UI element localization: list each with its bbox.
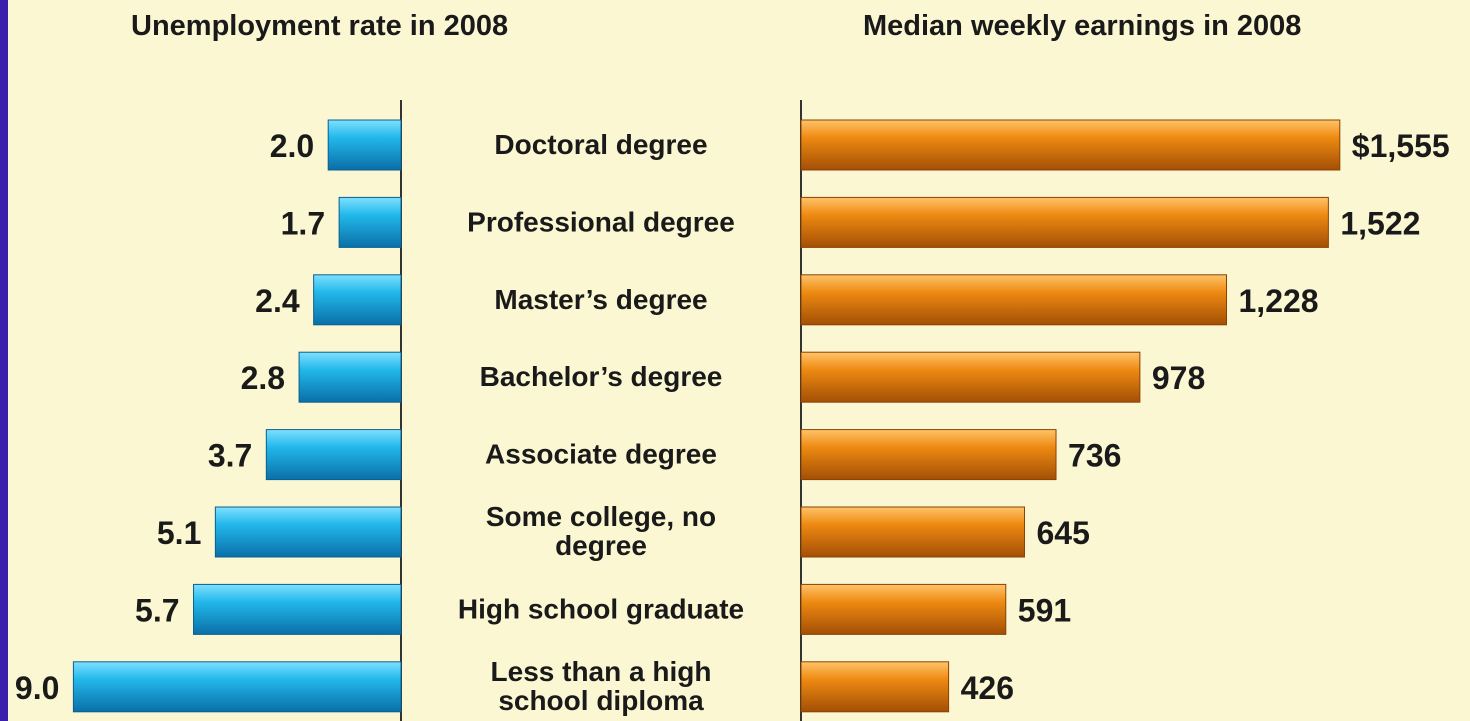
unemployment-value-label: 2.4	[255, 283, 300, 319]
unemployment-value-label: 2.0	[270, 128, 314, 164]
unemployment-value-label: 9.0	[15, 670, 59, 706]
earnings-value-label: 1,228	[1239, 283, 1319, 319]
category-label: High school graduate	[458, 593, 744, 624]
earnings-chart-title: Median weekly earnings in 2008	[863, 10, 1302, 42]
unemployment-bar	[72, 661, 402, 713]
earnings-value-label: 426	[961, 670, 1014, 706]
earnings-bar	[800, 506, 1025, 558]
category-label: Doctoral degree	[494, 129, 707, 160]
earnings-value-label: 978	[1152, 360, 1205, 396]
unemployment-bar	[265, 429, 402, 481]
earnings-bar	[800, 196, 1329, 248]
unemployment-bar	[313, 274, 402, 326]
unemployment-bar	[327, 119, 402, 171]
earnings-bar	[800, 583, 1007, 635]
category-label: Bachelor’s degree	[480, 361, 723, 392]
earnings-value-label: 1,522	[1340, 205, 1420, 241]
earnings-bar	[800, 274, 1228, 326]
earnings-value-label: 645	[1036, 515, 1089, 551]
unemployment-bar	[338, 196, 402, 248]
earnings-bar	[800, 119, 1341, 171]
category-label: school diploma	[498, 685, 704, 716]
category-label: Less than a high	[491, 656, 712, 687]
unemployment-value-label: 1.7	[281, 205, 325, 241]
earnings-value-label: 591	[1018, 592, 1071, 628]
unemployment-value-label: 2.8	[241, 360, 285, 396]
category-label: degree	[555, 530, 647, 561]
unemployment-value-label: 3.7	[208, 438, 252, 474]
unemployment-bar	[298, 351, 402, 403]
earnings-value-label: 736	[1068, 438, 1121, 474]
unemployment-bar	[214, 506, 402, 558]
category-label: Associate degree	[485, 439, 717, 470]
unemployment-chart-title: Unemployment rate in 2008	[131, 10, 509, 42]
category-label: Professional degree	[467, 206, 735, 237]
category-label: Master’s degree	[494, 284, 707, 315]
unemployment-bar	[193, 583, 402, 635]
unemployment-value-label: 5.1	[157, 515, 201, 551]
category-label: Some college, no	[486, 501, 716, 532]
earnings-bar	[800, 351, 1141, 403]
earnings-value-label: $1,555	[1352, 128, 1450, 164]
earnings-bar	[800, 429, 1057, 481]
unemployment-value-label: 5.7	[135, 592, 179, 628]
earnings-bar	[800, 661, 950, 713]
